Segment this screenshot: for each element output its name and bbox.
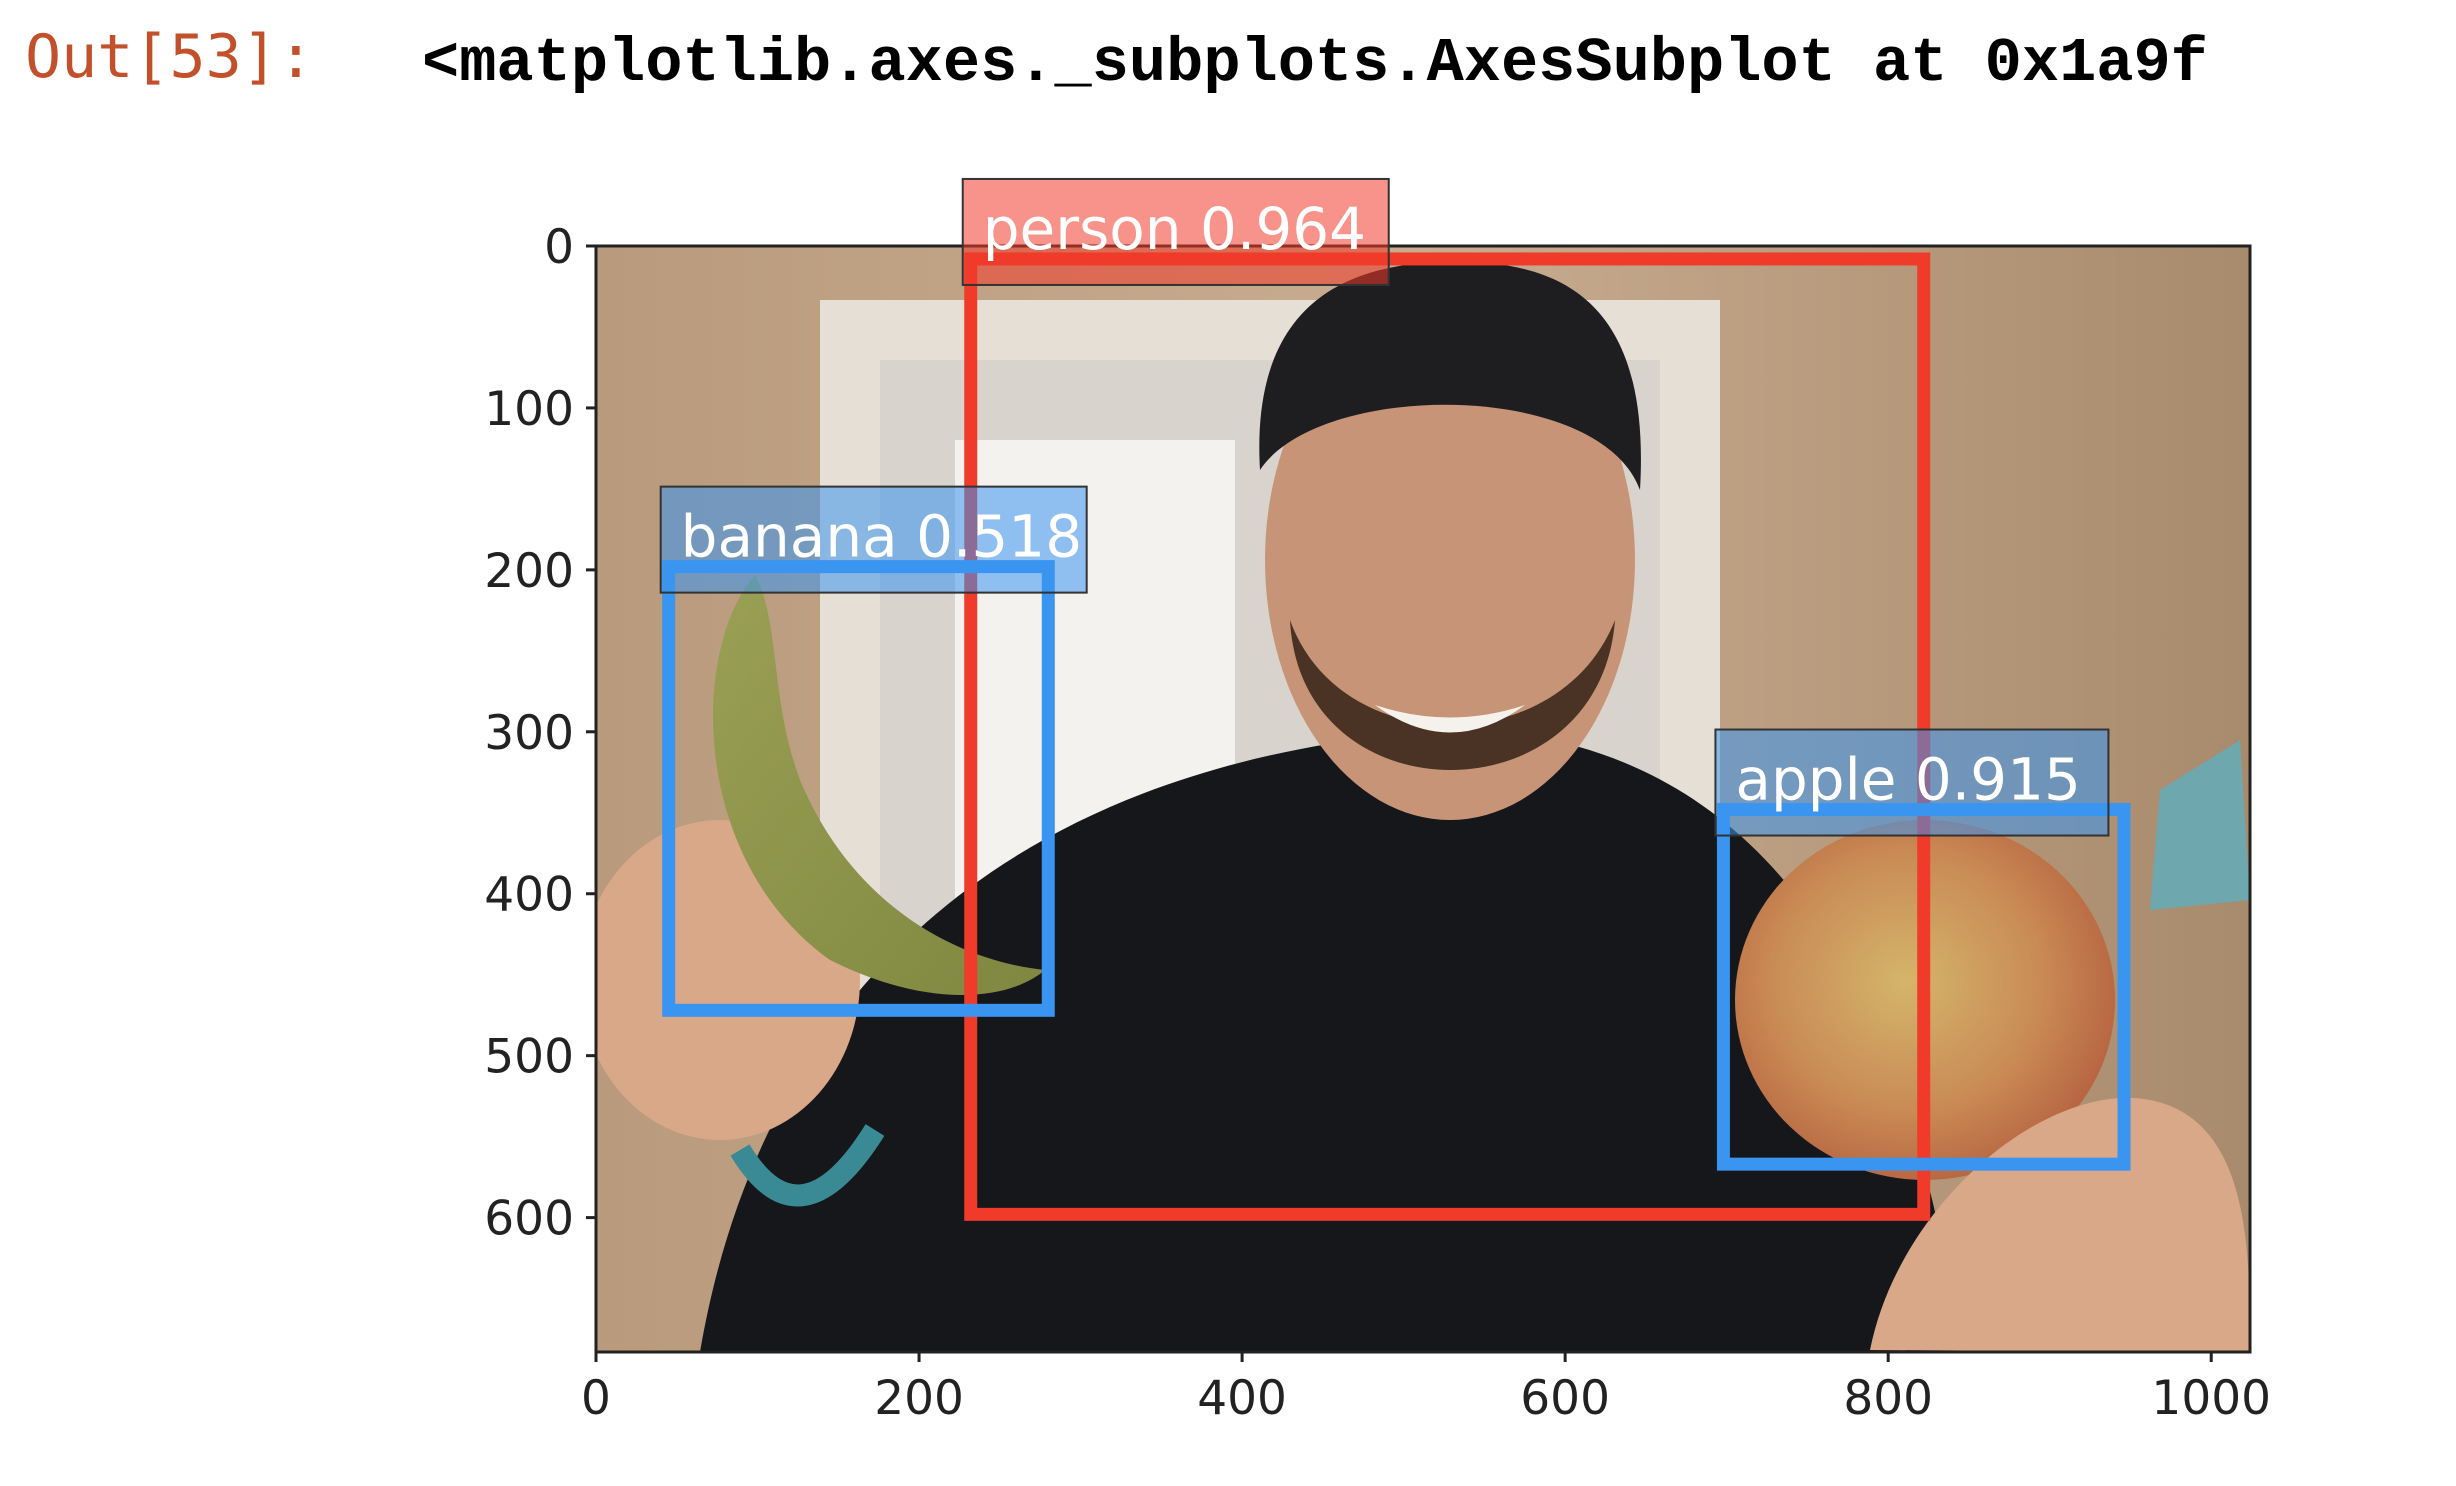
apple-label-bg <box>1714 728 2110 837</box>
x-tick-label: 0 <box>581 1371 611 1426</box>
banana-label: banana 0.518 <box>681 503 1082 571</box>
y-tick-label: 500 <box>484 1030 574 1085</box>
y-tick-label: 0 <box>544 220 574 275</box>
x-tick-label: 400 <box>1197 1371 1287 1426</box>
detections: person 0.964 banana 0.518 apple 0.915 <box>659 177 2131 1221</box>
y-tick-label: 200 <box>484 544 574 599</box>
output-prompt: Out[53]: <box>25 22 314 92</box>
x-tick-label: 1000 <box>2151 1371 2271 1426</box>
person-label-bg <box>961 177 1390 286</box>
y-tick-label: 100 <box>484 382 574 437</box>
axes-frame <box>594 244 2252 1354</box>
y-tick-label: 400 <box>484 868 574 923</box>
x-tick-label: 800 <box>1843 1371 1933 1426</box>
x-tick-label: 600 <box>1520 1371 1610 1426</box>
y-tick-label: 300 <box>484 706 574 761</box>
output-text: <matplotlib.axes._subplots.AxesSubplot a… <box>422 28 2208 99</box>
x-axis: 0 200 400 600 800 1000 <box>581 1352 2271 1426</box>
x-tick-label: 200 <box>874 1371 964 1426</box>
apple-label: apple 0.915 <box>1735 746 2080 814</box>
person-label: person 0.964 <box>983 195 1366 263</box>
y-axis: 0 100 200 300 400 500 600 <box>484 220 596 1247</box>
y-tick-label: 600 <box>484 1192 574 1247</box>
banana-label-bg <box>659 485 1088 594</box>
